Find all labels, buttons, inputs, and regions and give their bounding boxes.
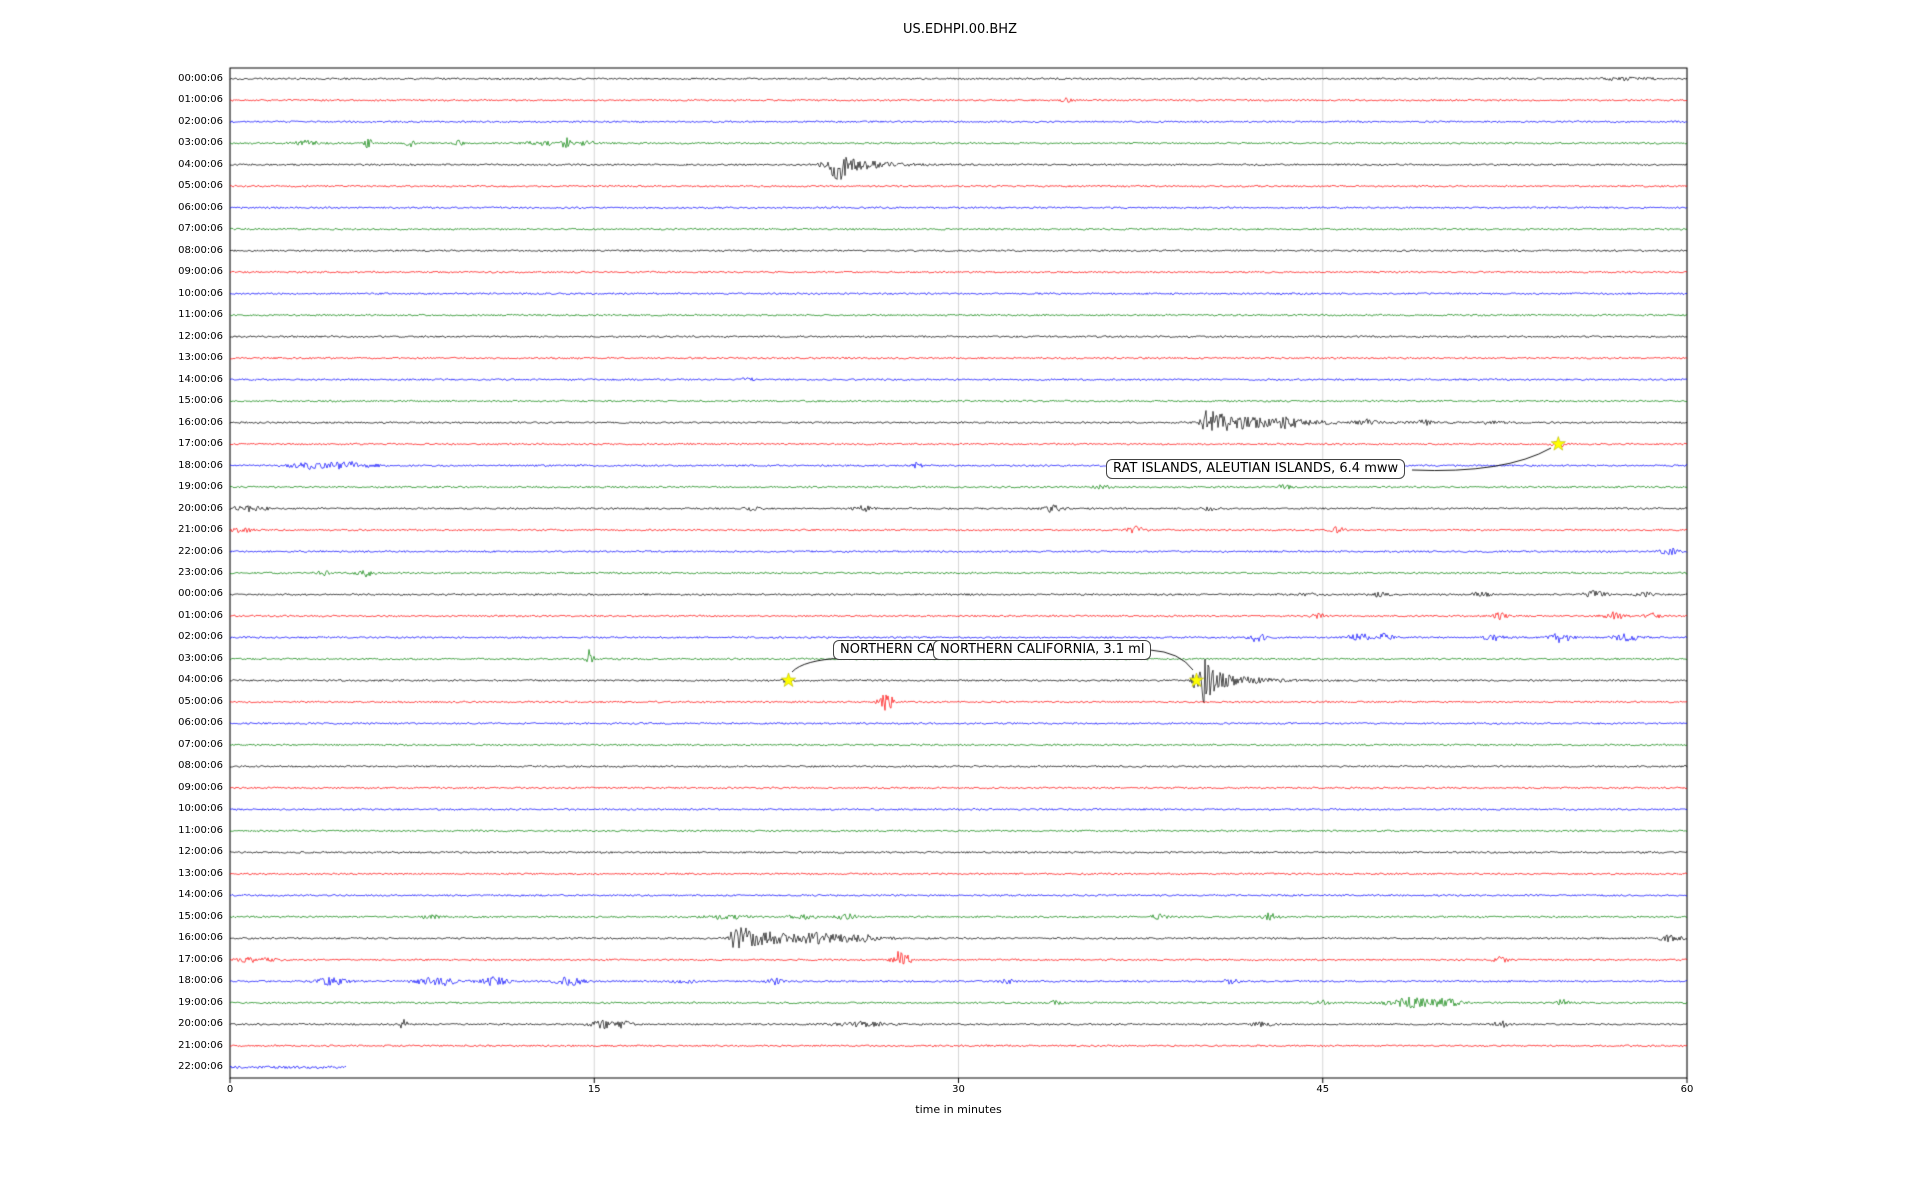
- y-axis-label: 02:00:06: [178, 631, 223, 643]
- y-axis-label: 05:00:06: [178, 695, 223, 707]
- y-axis-label: 14:00:06: [178, 373, 223, 385]
- y-axis-label: 08:00:06: [178, 244, 223, 256]
- y-axis-label: 19:00:06: [178, 996, 223, 1008]
- y-axis-label: 05:00:06: [178, 180, 223, 192]
- y-axis-label: 13:00:06: [178, 352, 223, 364]
- y-axis-label: 08:00:06: [178, 760, 223, 772]
- y-axis-label: 15:00:06: [178, 395, 223, 407]
- y-axis-label: 00:00:06: [178, 72, 223, 84]
- y-axis-label: 19:00:06: [178, 481, 223, 493]
- y-axis-label: 11:00:06: [178, 309, 223, 321]
- x-axis-tick-label: 30: [952, 1084, 965, 1095]
- y-axis-label: 20:00:06: [178, 1018, 223, 1030]
- y-axis-label: 06:00:06: [178, 717, 223, 729]
- y-axis-label: 14:00:06: [178, 889, 223, 901]
- y-axis-label: 03:00:06: [178, 137, 223, 149]
- chart-title: US.EDHPI.00.BHZ: [903, 22, 1017, 37]
- x-axis-tick-label: 15: [587, 1084, 601, 1095]
- event-annotation-northern-california-right: NORTHERN CALIFORNIA, 3.1 ml: [933, 640, 1152, 660]
- y-axis-label: 16:00:06: [178, 416, 223, 428]
- y-axis-label: 10:00:06: [178, 803, 223, 815]
- y-axis-label: 17:00:06: [178, 953, 223, 965]
- event-annotation-rat-islands: RAT ISLANDS, ALEUTIAN ISLANDS, 6.4 mww: [1106, 459, 1406, 479]
- y-axis-label: 17:00:06: [178, 438, 223, 450]
- y-axis-label: 18:00:06: [178, 975, 223, 987]
- y-axis-label: 11:00:06: [178, 824, 223, 836]
- y-axis-label: 21:00:06: [178, 1039, 223, 1051]
- y-axis-label: 06:00:06: [178, 201, 223, 213]
- y-axis-label: 22:00:06: [178, 1061, 223, 1073]
- y-axis-label: 21:00:06: [178, 524, 223, 536]
- y-axis-label: 12:00:06: [178, 330, 223, 342]
- y-axis-label: 04:00:06: [178, 674, 223, 686]
- y-axis-label: 15:00:06: [178, 910, 223, 922]
- x-axis-tick-label: 45: [1316, 1084, 1330, 1095]
- y-axis-label: 16:00:06: [178, 932, 223, 944]
- y-axis-label: 01:00:06: [178, 94, 223, 106]
- y-axis-label: 09:00:06: [178, 781, 223, 793]
- y-axis-label: 22:00:06: [178, 545, 223, 557]
- y-axis-label: 12:00:06: [178, 846, 223, 858]
- y-axis-label: 02:00:06: [178, 115, 223, 127]
- y-axis-label: 01:00:06: [178, 609, 223, 621]
- y-axis-label: 07:00:06: [178, 223, 223, 235]
- y-axis-label: 03:00:06: [178, 652, 223, 664]
- x-axis-tick-label: 60: [1680, 1084, 1694, 1095]
- y-axis-label: 23:00:06: [178, 567, 223, 578]
- y-axis-label: 20:00:06: [178, 502, 223, 514]
- y-axis-label: 04:00:06: [178, 158, 223, 170]
- y-axis-label: 07:00:06: [178, 738, 223, 750]
- x-axis-label: time in minutes: [915, 1103, 1002, 1116]
- y-axis-label: 18:00:06: [178, 459, 223, 471]
- y-axis-label: 09:00:06: [178, 266, 223, 278]
- y-axis-label: 00:00:06: [178, 588, 223, 600]
- y-axis-label: 13:00:06: [178, 867, 223, 879]
- y-axis-label: 10:00:06: [178, 287, 223, 299]
- x-axis-tick-label: 0: [226, 1084, 234, 1095]
